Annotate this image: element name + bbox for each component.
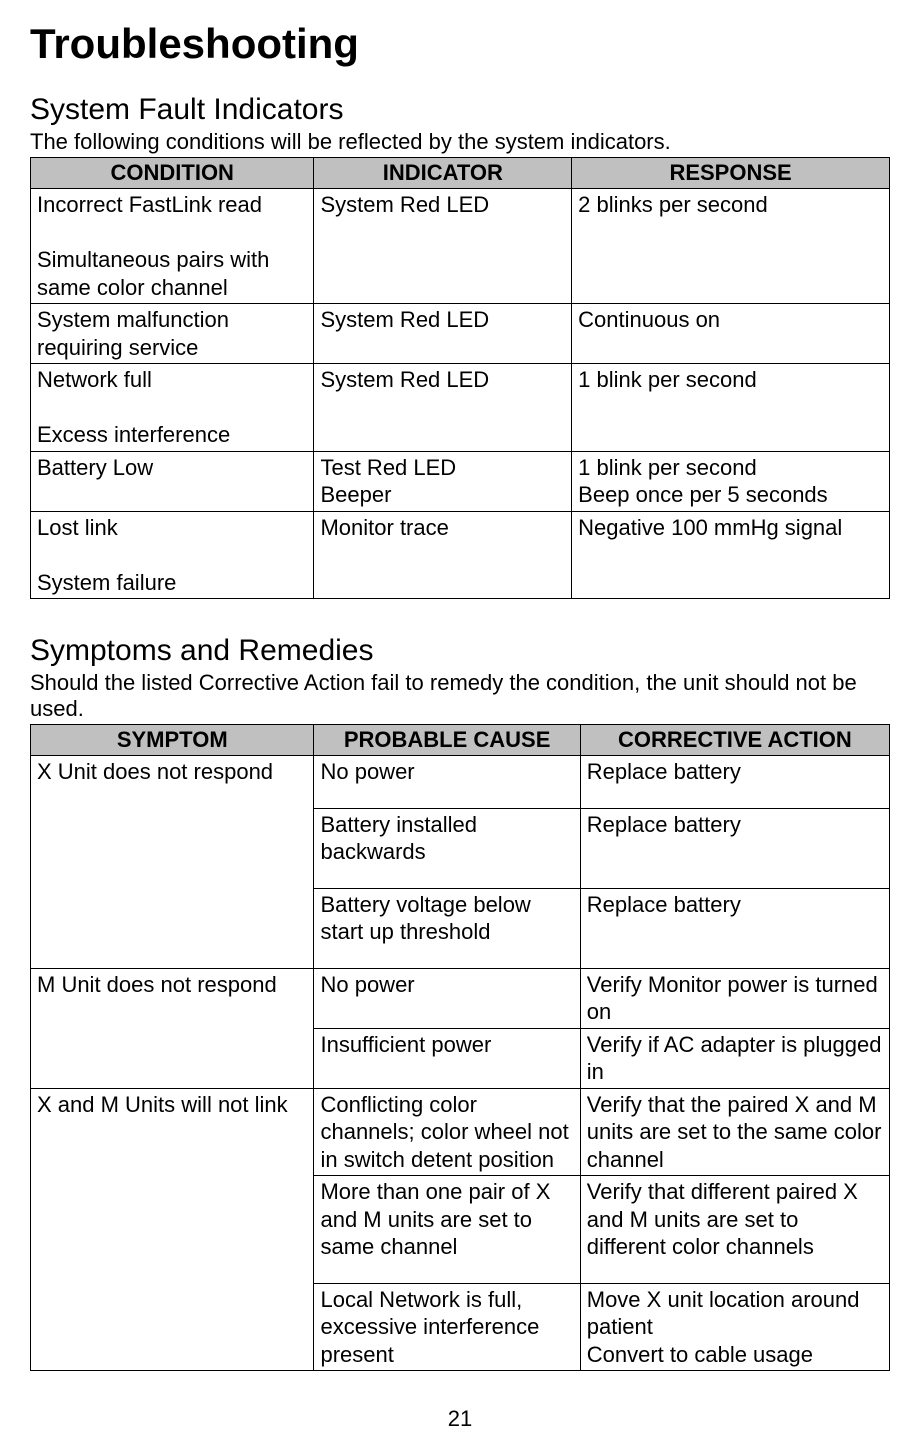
action-cell: Verify Monitor power is turned on <box>580 968 889 1028</box>
cause-cell: Battery installed backwards <box>314 808 580 888</box>
table1-header-condition: CONDITION <box>31 158 314 189</box>
page-number: 21 <box>30 1406 890 1432</box>
table2-header-cause: PROBABLE CAUSE <box>314 725 580 756</box>
table-row: Lost linkSystem failureMonitor traceNega… <box>31 511 890 599</box>
section1-heading: System Fault Indicators <box>30 93 890 127</box>
action-cell: Replace battery <box>580 756 889 809</box>
response-cell: Continuous on <box>572 304 890 364</box>
condition-cell: Battery Low <box>31 451 314 511</box>
response-cell: 2 blinks per second <box>572 189 890 304</box>
action-cell: Verify that the paired X and M units are… <box>580 1088 889 1176</box>
table2-header-symptom: SYMPTOM <box>31 725 314 756</box>
table-row: X and M Units will not linkConflicting c… <box>31 1088 890 1176</box>
cause-cell: No power <box>314 968 580 1028</box>
indicator-cell: Test Red LEDBeeper <box>314 451 572 511</box>
cause-cell: Conflicting color channels; color wheel … <box>314 1088 580 1176</box>
condition-cell: Network fullExcess interference <box>31 364 314 452</box>
condition-cell: Lost linkSystem failure <box>31 511 314 599</box>
table-row: System malfunction requiring serviceSyst… <box>31 304 890 364</box>
cause-cell: Insufficient power <box>314 1028 580 1088</box>
table1-header-response: RESPONSE <box>572 158 890 189</box>
section1-intro: The following conditions will be reflect… <box>30 129 890 155</box>
symptom-cell: X and M Units will not link <box>31 1088 314 1371</box>
cause-cell: Local Network is full, excessive interfe… <box>314 1283 580 1371</box>
indicator-cell: System Red LED <box>314 304 572 364</box>
symptom-cell: X Unit does not respond <box>31 756 314 969</box>
page-title: Troubleshooting <box>30 20 890 68</box>
table-row: Incorrect FastLink readSimultaneous pair… <box>31 189 890 304</box>
response-cell: 1 blink per secondBeep once per 5 second… <box>572 451 890 511</box>
section2-intro: Should the listed Corrective Action fail… <box>30 670 890 722</box>
table-row: X Unit does not respondNo powerReplace b… <box>31 756 890 809</box>
response-cell: 1 blink per second <box>572 364 890 452</box>
indicator-cell: System Red LED <box>314 364 572 452</box>
symptom-cell: M Unit does not respond <box>31 968 314 1088</box>
indicator-cell: System Red LED <box>314 189 572 304</box>
indicator-cell: Monitor trace <box>314 511 572 599</box>
cause-cell: No power <box>314 756 580 809</box>
table-row: Battery LowTest Red LEDBeeper1 blink per… <box>31 451 890 511</box>
table1-header-indicator: INDICATOR <box>314 158 572 189</box>
action-cell: Replace battery <box>580 808 889 888</box>
cause-cell: Battery voltage below start up threshold <box>314 888 580 968</box>
fault-indicators-table: CONDITION INDICATOR RESPONSE Incorrect F… <box>30 157 890 599</box>
action-cell: Verify if AC adapter is plugged in <box>580 1028 889 1088</box>
action-cell: Verify that different paired X and M uni… <box>580 1176 889 1284</box>
table-row: M Unit does not respondNo powerVerify Mo… <box>31 968 890 1028</box>
condition-cell: Incorrect FastLink readSimultaneous pair… <box>31 189 314 304</box>
table2-header-action: CORRECTIVE ACTION <box>580 725 889 756</box>
symptoms-remedies-table: SYMPTOM PROBABLE CAUSE CORRECTIVE ACTION… <box>30 724 890 1371</box>
response-cell: Negative 100 mmHg signal <box>572 511 890 599</box>
section2-heading: Symptoms and Remedies <box>30 634 890 668</box>
action-cell: Move X unit location around patientConve… <box>580 1283 889 1371</box>
table-row: Network fullExcess interferenceSystem Re… <box>31 364 890 452</box>
action-cell: Replace battery <box>580 888 889 968</box>
condition-cell: System malfunction requiring service <box>31 304 314 364</box>
cause-cell: More than one pair of X and M units are … <box>314 1176 580 1284</box>
